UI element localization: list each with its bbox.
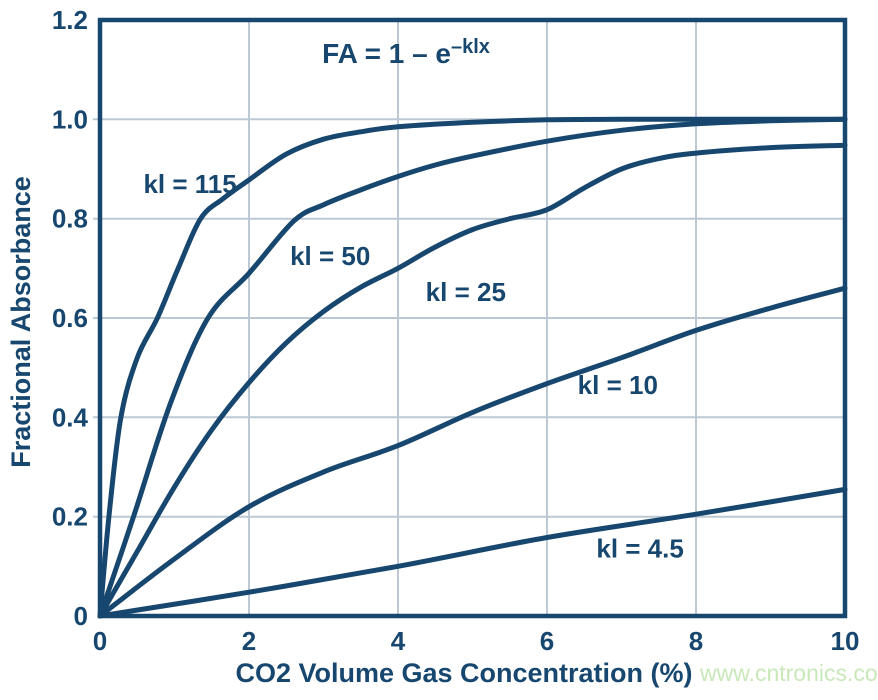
formula-base: FA = 1 – e [322,38,451,70]
curve-label-kl-10: kl = 10 [578,370,658,400]
curve-kl-25 [97,142,848,619]
formula-exponent: –klx [451,35,490,58]
curve-kl-4.5 [97,486,848,619]
curve-kl-115 [97,116,848,619]
x-tick-label: 0 [93,626,107,656]
x-axis-title: CO2 Volume Gas Concentration (%) [235,658,692,688]
y-tick-label: 0.8 [52,204,88,234]
curve-label-kl-4.5: kl = 4.5 [596,534,683,564]
curve-label-kl-115: kl = 115 [143,169,236,199]
curve-label-kl-25: kl = 25 [426,277,506,307]
watermark: www.cntronics.com [699,660,878,686]
x-tick-label: 10 [831,626,860,656]
curve-label-kl-50: kl = 50 [290,241,370,271]
curve-labels: kl = 115 kl = 50 kl = 25 kl = 10 kl = 4.5 [143,169,683,564]
y-tick-label: 1.0 [52,104,88,134]
curve-kl-10 [97,285,848,619]
y-tick-label: 0.6 [52,303,88,333]
y-tick-label: 1.2 [52,5,88,35]
x-tick-label: 2 [242,626,256,656]
chart-formula: FA = 1 – e–klx [322,36,490,70]
curves [97,116,848,619]
y-axis-title: Fractional Absorbance [6,176,36,468]
y-axis-tick-labels: 0 0.2 0.4 0.6 0.8 1.0 1.2 [52,5,89,631]
y-tick-label: 0.2 [52,502,88,532]
x-tick-label: 8 [689,626,703,656]
x-tick-label: 4 [391,626,406,656]
curve-kl-50 [97,116,848,619]
y-tick-label: 0 [74,601,88,631]
y-tick-label: 0.4 [52,402,89,432]
x-tick-label: 6 [540,626,554,656]
x-axis-tick-labels: 0 2 4 6 8 10 [93,626,860,656]
plot-frame [97,17,848,619]
